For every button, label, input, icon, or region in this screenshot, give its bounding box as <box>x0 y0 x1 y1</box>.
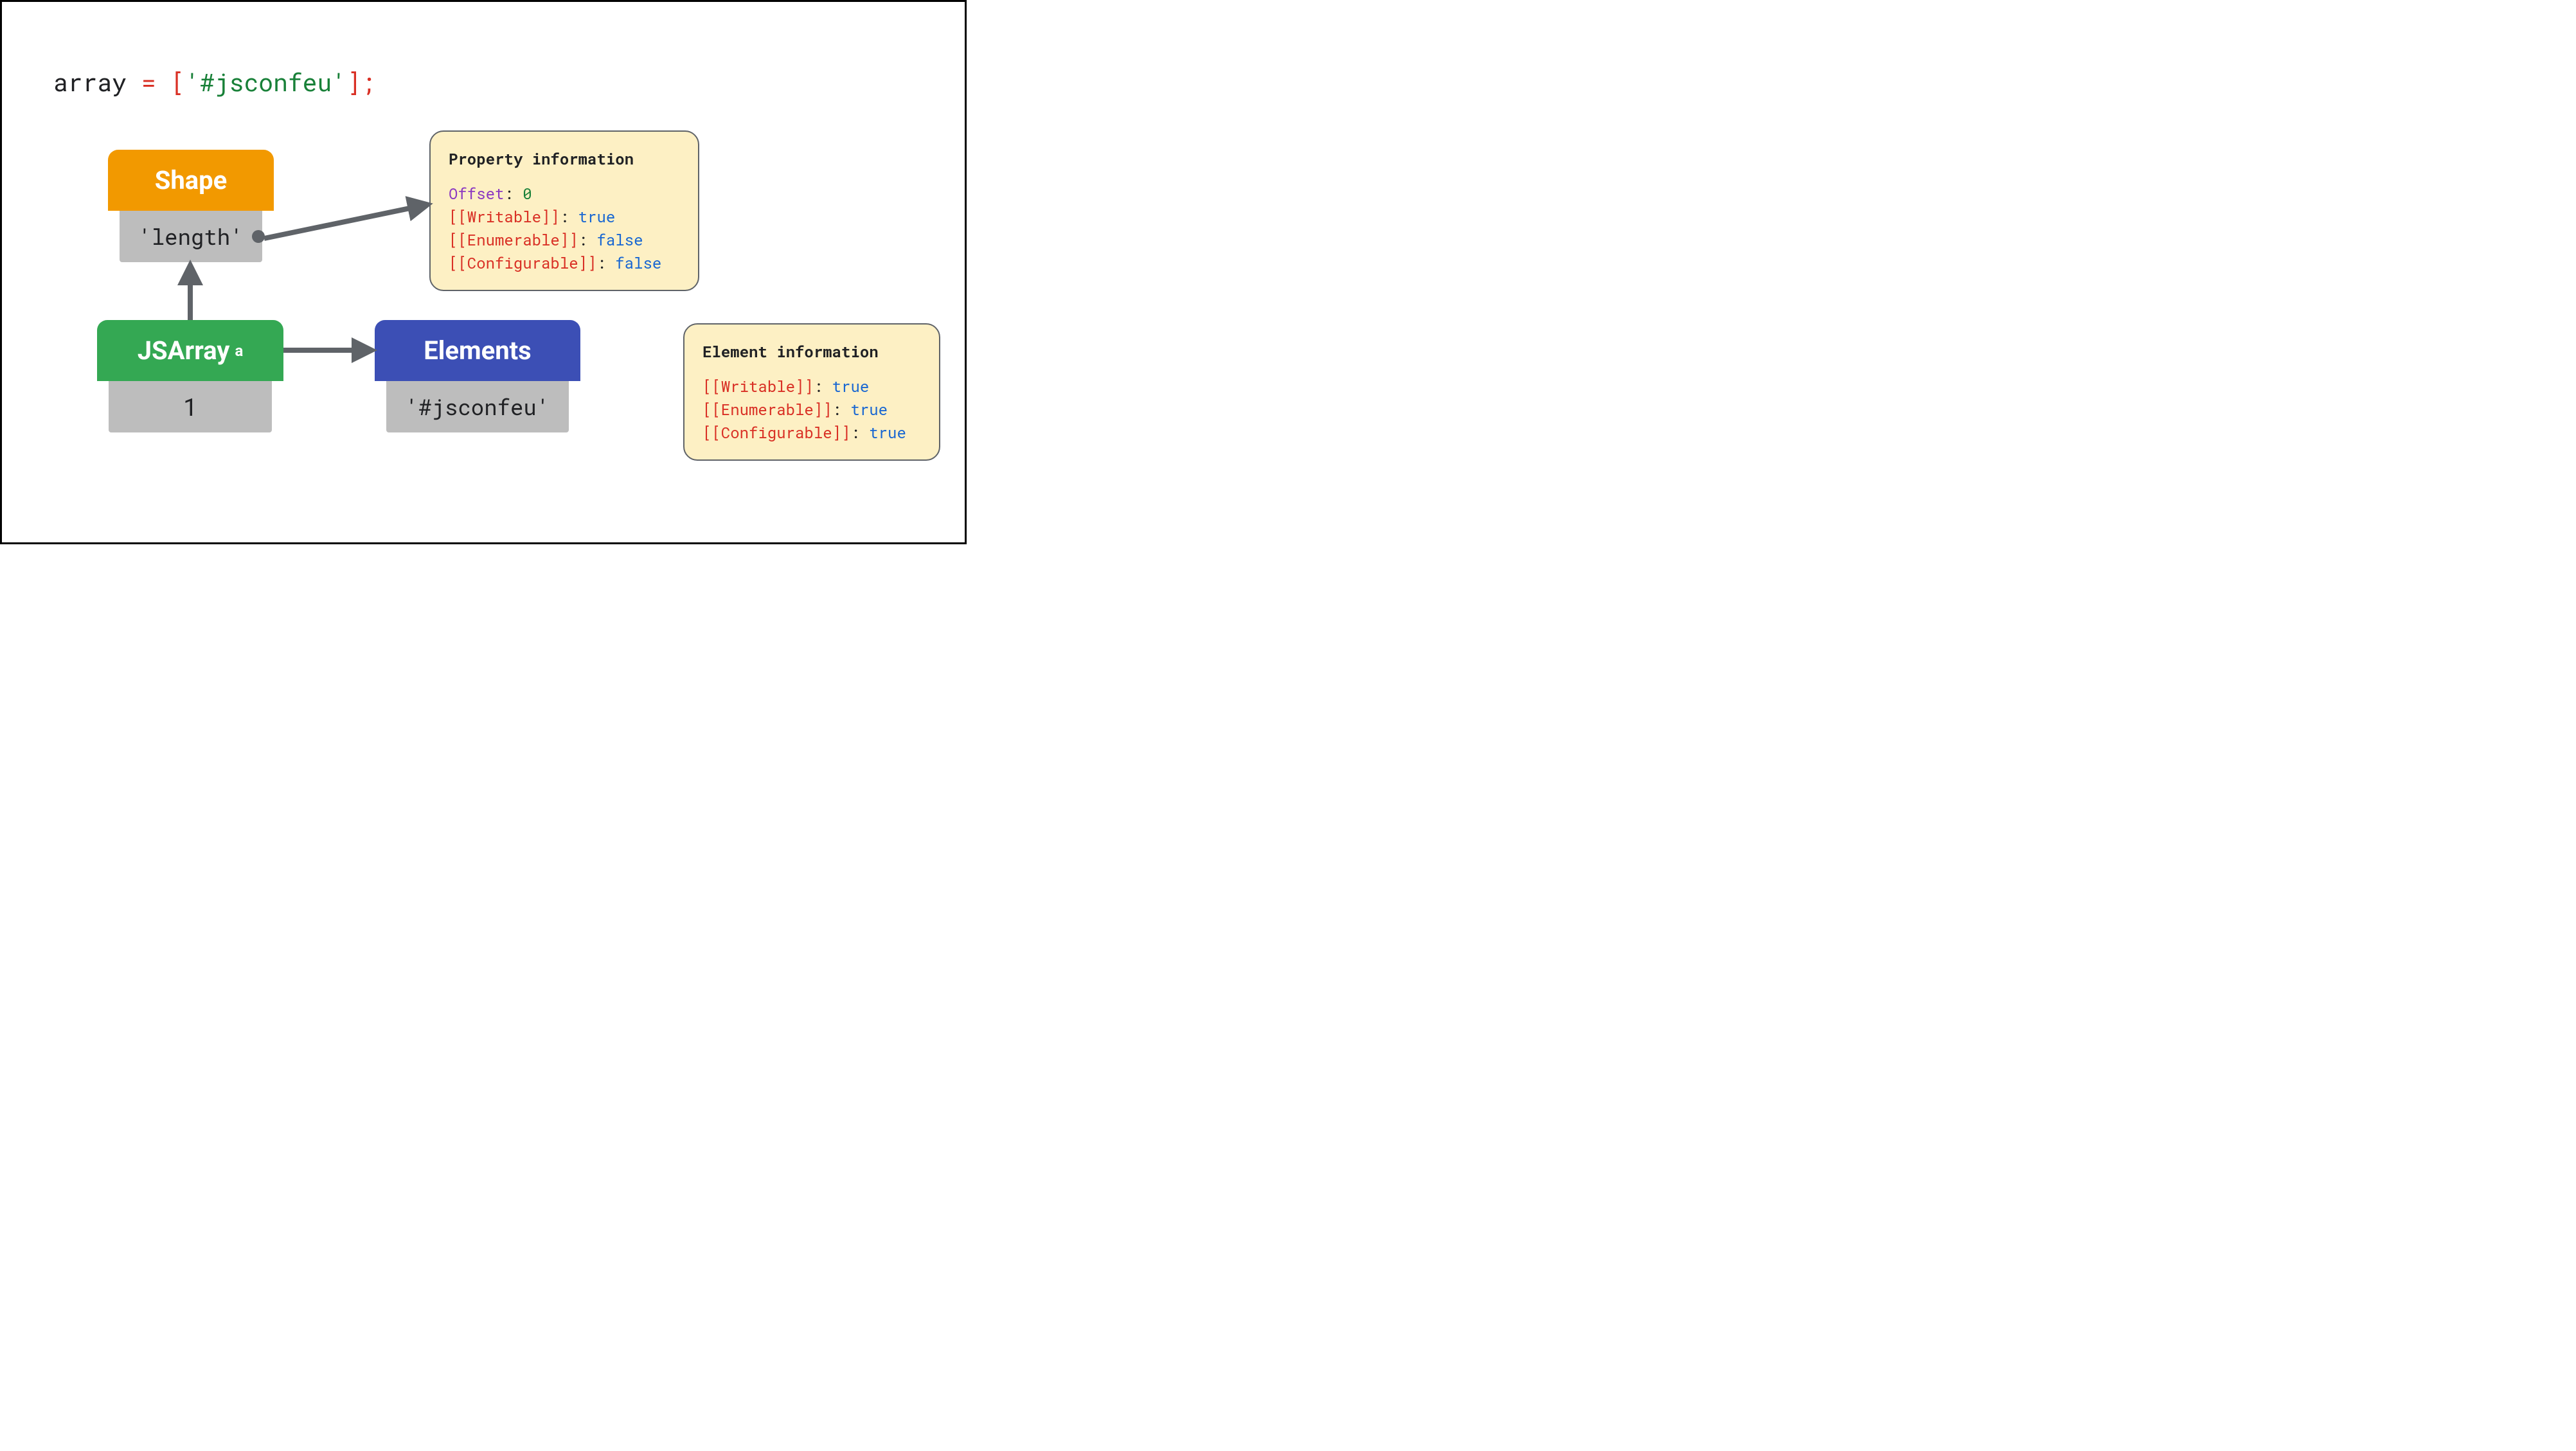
info-line: [[Configurable]]: false <box>449 251 680 274</box>
jsarray-cell: 1 <box>109 381 272 432</box>
info-value: true <box>869 422 906 443</box>
elements-cell: '#jsconfeu' <box>386 381 569 432</box>
jsarray-header-label: JSArray <box>138 335 230 366</box>
info-sep: : <box>504 183 523 204</box>
info-value: true <box>578 206 616 227</box>
jsarray-header-sub: a <box>235 342 243 360</box>
jsarray-node: JSArray a 1 <box>97 320 283 432</box>
info-sep: : <box>578 229 597 250</box>
info-sep: : <box>814 376 832 396</box>
info-line: Offset: 0 <box>449 182 680 205</box>
info-key: [[Enumerable]] <box>702 399 832 420</box>
connector-dot <box>252 230 265 243</box>
shape-header: Shape <box>108 150 274 211</box>
info-key: [[Writable]] <box>449 206 560 227</box>
property-info-lines: Offset: 0[[Writable]]: true[[Enumerable]… <box>449 182 680 274</box>
code-var: array <box>53 66 127 98</box>
element-info-panel: Element information [[Writable]]: true[[… <box>683 323 940 461</box>
info-key: [[Configurable]] <box>702 422 850 443</box>
shape-cell-length: 'length' <box>120 211 262 262</box>
jsarray-header: JSArray a <box>97 320 283 381</box>
info-sep: : <box>560 206 578 227</box>
info-line: [[Enumerable]]: true <box>702 398 921 421</box>
info-key: Offset <box>449 183 504 204</box>
edge-arrow <box>264 205 425 238</box>
info-line: [[Writable]]: true <box>449 205 680 228</box>
info-sep: : <box>850 422 869 443</box>
elements-node: Elements '#jsconfeu' <box>375 320 580 432</box>
info-key: [[Writable]] <box>702 376 814 396</box>
code-string: '#jsconfeu' <box>185 66 346 98</box>
info-value: true <box>850 399 888 420</box>
element-info-title: Element information <box>702 340 921 363</box>
info-value: 0 <box>523 183 532 204</box>
elements-header: Elements <box>375 320 580 381</box>
code-expression: array = ['#jsconfeu']; <box>53 66 376 98</box>
property-info-panel: Property information Offset: 0[[Writable… <box>429 130 699 291</box>
elements-cell-label: '#jsconfeu' <box>406 393 550 422</box>
element-info-lines: [[Writable]]: true[[Enumerable]]: true[[… <box>702 375 921 444</box>
code-close: ]; <box>346 66 376 98</box>
info-value: false <box>596 229 643 250</box>
info-sep: : <box>596 253 615 273</box>
info-sep: : <box>832 399 851 420</box>
info-line: [[Configurable]]: true <box>702 421 921 444</box>
code-assign: = [ <box>127 66 185 98</box>
jsarray-cell-label: 1 <box>183 391 198 423</box>
info-line: [[Enumerable]]: false <box>449 228 680 251</box>
shape-node: Shape 'length' <box>108 150 274 262</box>
shape-cell-label: 'length' <box>138 222 243 251</box>
info-key: [[Configurable]] <box>449 253 596 273</box>
info-key: [[Enumerable]] <box>449 229 578 250</box>
info-value: false <box>615 253 661 273</box>
info-line: [[Writable]]: true <box>702 375 921 398</box>
property-info-title: Property information <box>449 147 680 170</box>
info-value: true <box>832 376 870 396</box>
